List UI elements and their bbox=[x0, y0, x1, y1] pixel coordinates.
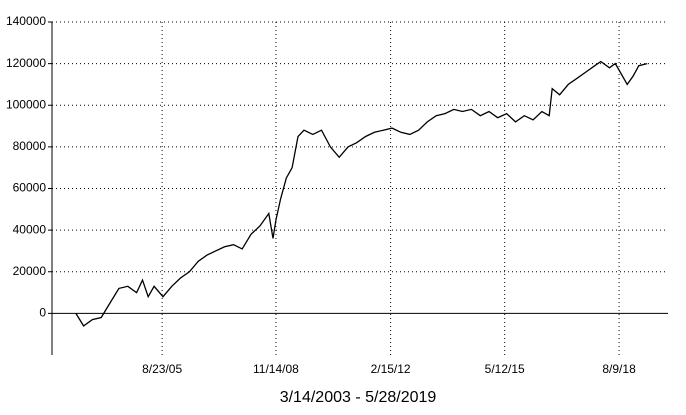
x-tick-label: 11/14/08 bbox=[253, 362, 299, 376]
y-tick-label: 100000 bbox=[6, 97, 46, 111]
x-tick-label: 8/9/18 bbox=[602, 362, 636, 376]
y-tick-label: 60000 bbox=[13, 181, 47, 195]
y-tick-label: 40000 bbox=[13, 222, 47, 236]
x-tick-label: 8/23/05 bbox=[142, 362, 182, 376]
y-tick-label: 0 bbox=[39, 306, 46, 320]
y-tick-label: 80000 bbox=[13, 139, 47, 153]
y-tick-label: 120000 bbox=[6, 56, 46, 70]
y-tick-label: 20000 bbox=[13, 264, 47, 278]
x-tick-label: 2/15/12 bbox=[371, 362, 411, 376]
x-tick-label: 5/12/15 bbox=[485, 362, 525, 376]
line bbox=[75, 60, 648, 327]
x-axis-label: 3/14/2003 - 5/28/2019 bbox=[280, 389, 437, 406]
y-tick-label: 140000 bbox=[6, 14, 46, 28]
